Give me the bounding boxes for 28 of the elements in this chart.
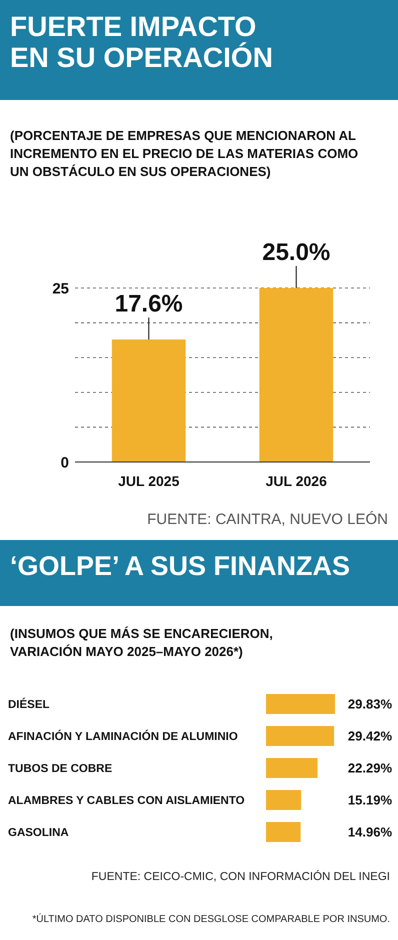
source-note: FUENTE: CAINTRA, NUEVO LEÓN bbox=[147, 510, 388, 528]
source-note: FUENTE: CEICO-CMIC, CON INFORMACIÓN DEL INEGI bbox=[91, 870, 390, 883]
bar bbox=[266, 822, 301, 842]
chart-subtitle: (PORCENTAJE DE EMPRESAS QUE MENCIONARON AL INCREMENTO EN EL PRECIO DE LAS MATERIAS COMO UN OBSTÁCULO EN SUS OPERACIONES) bbox=[10, 128, 358, 179]
chart-title: FUERTE IMPACTO EN SU OPERACIÓN bbox=[10, 10, 273, 74]
text: (INSUMOS QUE MÁS SE ENCARECIERON, VARIACIÓN MAYO 2025–MAYO 2026*) bbox=[10, 626, 273, 659]
y-tick-label: 25 bbox=[52, 280, 69, 298]
bar bbox=[266, 758, 318, 778]
text: *ÚLTIMO DATO DISPONIBLE CON DESGLOSE COMPARABLE POR INSUMO. bbox=[32, 913, 390, 925]
y-tick-label: 0 bbox=[60, 454, 69, 472]
x-tick-label: JUL 2025 bbox=[118, 473, 180, 489]
y-tick-label: DIÉSEL bbox=[8, 697, 50, 712]
y-tick-label: ALAMBRES Y CABLES CON AISLAMIENTO bbox=[8, 795, 245, 808]
data-label: 15.19% bbox=[348, 792, 392, 808]
bar bbox=[266, 790, 302, 810]
data-label: 14.96% bbox=[348, 824, 392, 840]
x-tick-label: JUL 2026 bbox=[266, 473, 328, 489]
y-tick-label: GASOLINA bbox=[8, 827, 69, 840]
chart-title: ‘GOLPE’ A SUS FINANZAS bbox=[10, 550, 350, 581]
data-label: 25.0% bbox=[262, 239, 330, 266]
bar bbox=[266, 694, 335, 714]
data-label: 29.83% bbox=[348, 696, 392, 712]
data-label: 22.29% bbox=[348, 760, 392, 776]
y-tick-label: AFINACIÓN Y LAMINACIÓN DE ALUMINIO bbox=[8, 729, 238, 744]
bar bbox=[266, 726, 334, 746]
y-tick-label: TUBOS DE COBRE bbox=[8, 763, 112, 776]
data-label: 17.6% bbox=[114, 290, 183, 318]
data-label: 29.42% bbox=[348, 728, 392, 744]
